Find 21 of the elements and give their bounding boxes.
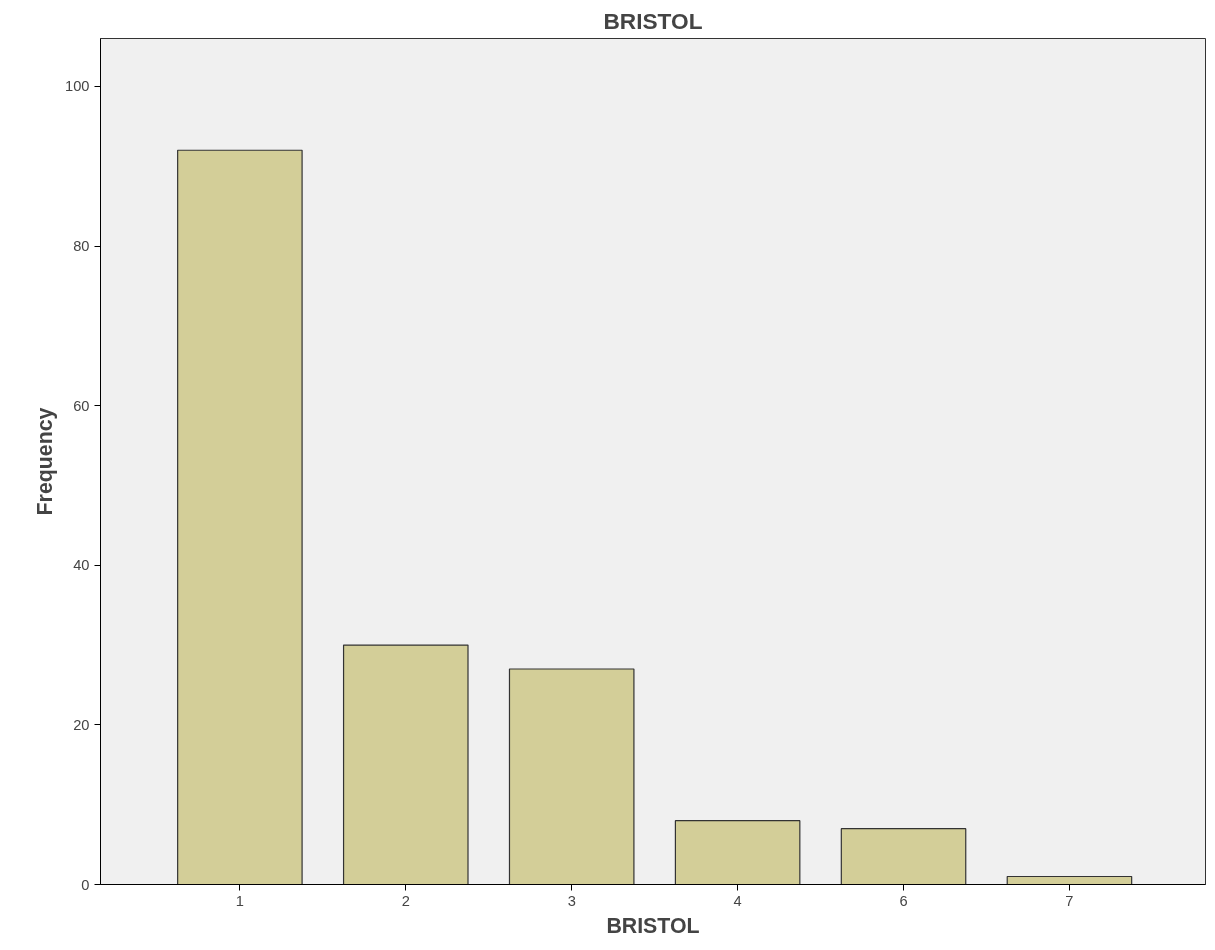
y-tick-label: 20	[73, 716, 90, 733]
x-axis-title: BRISTOL	[606, 913, 700, 938]
y-tick-label: 100	[65, 78, 90, 95]
x-tick-label: 3	[567, 892, 576, 909]
y-tick-label: 0	[81, 876, 90, 893]
x-tick-label: 2	[401, 892, 410, 909]
y-tick-label: 60	[73, 397, 90, 414]
bar	[1006, 875, 1133, 885]
y-tick-label: 40	[73, 557, 90, 574]
x-tick-label: 6	[899, 892, 908, 909]
y-axis-title: Frequency	[33, 407, 58, 516]
bar	[342, 644, 469, 885]
x-tick-label: 7	[1065, 892, 1074, 909]
y-tick-label: 80	[73, 238, 90, 255]
bar	[674, 820, 801, 885]
x-tick-label: 1	[235, 892, 244, 909]
bar	[508, 668, 635, 885]
bar	[840, 828, 967, 885]
chart-title: BRISTOL	[603, 7, 703, 34]
bar	[177, 149, 303, 885]
x-tick-label: 4	[733, 892, 742, 909]
